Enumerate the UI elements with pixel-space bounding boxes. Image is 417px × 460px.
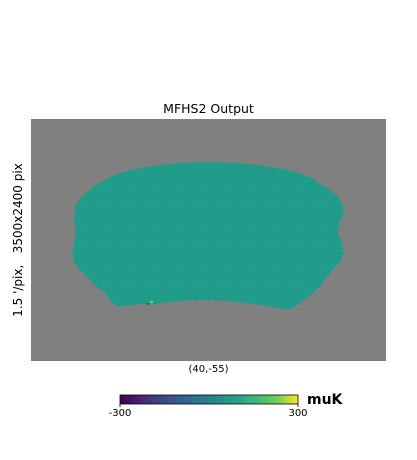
chart-title: MFHS2 Output [163,101,254,116]
bright-source [150,301,153,303]
center-coordinate-label: (40,-55) [188,364,229,375]
colorbar-unit: muK [307,392,343,408]
colorbar [119,394,299,405]
colorbar-max-label: 300 [288,408,308,419]
y-axis-label: 1.5 '/pix, 3500x2400 pix [11,163,25,317]
survey-footprint-noise [72,162,344,310]
colorbar-min-label: -300 [108,408,132,419]
dark-source [147,303,149,305]
